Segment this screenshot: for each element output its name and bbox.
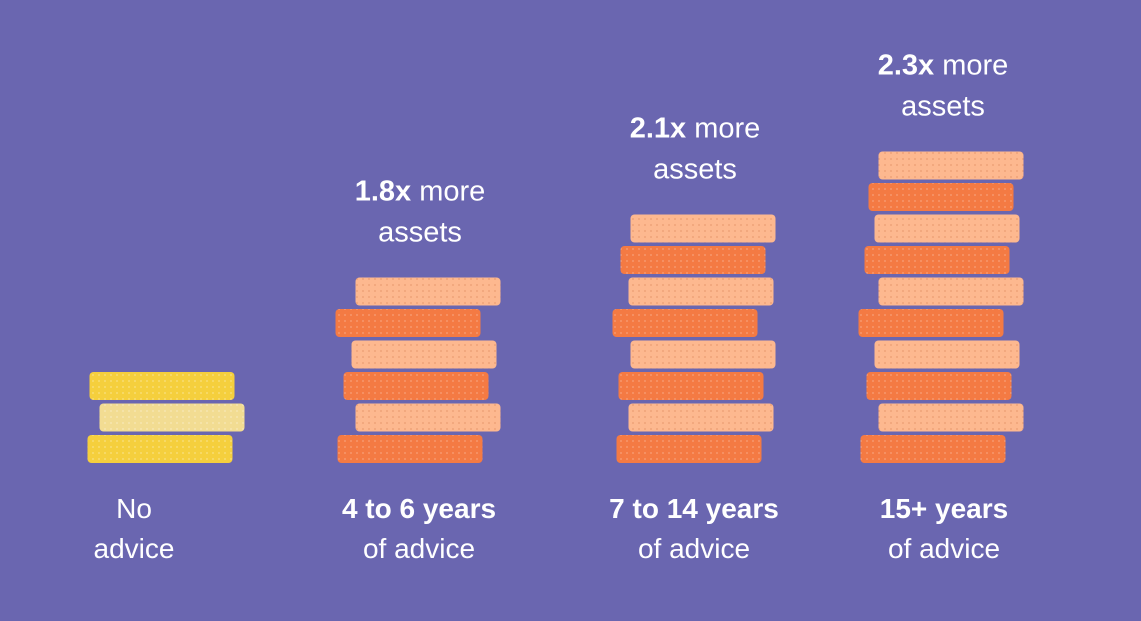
bar-stack-0: [87, 372, 245, 463]
coin-texture-2-7: [630, 214, 776, 243]
coin-texture-2-1: [628, 403, 774, 432]
coin-texture-2-6: [620, 246, 766, 274]
multiplier-more-1: more: [411, 176, 485, 208]
multiplier-label-1: 1.8x more: [355, 176, 486, 208]
bar-stack-2: [612, 214, 776, 463]
category-label-line2-2: of advice: [638, 533, 750, 564]
category-label-line2-1: of advice: [363, 533, 475, 564]
coin-texture-3-0: [860, 435, 1006, 463]
multiplier-more-3: more: [934, 50, 1008, 82]
coin-texture-3-8: [868, 183, 1014, 211]
category-label-line2-3: of advice: [888, 533, 1000, 564]
category-label-line1-0: No: [116, 493, 152, 524]
category-labels: No advice 4 to 6 years of advice 7 to 14 yea…: [94, 493, 1009, 564]
coin-texture-3-2: [866, 372, 1012, 400]
coin-texture-1-1: [355, 403, 501, 432]
coin-texture-2-2: [618, 372, 764, 400]
bar-stack-3: [858, 151, 1024, 463]
coin-texture-2-0: [616, 435, 762, 463]
coin-texture-3-3: [874, 340, 1020, 369]
coin-texture-1-4: [335, 309, 481, 337]
multiplier-annotations: 1.8x more assets 2.1x more assets 2.3x more a…: [355, 50, 1009, 249]
multiplier-label-3: 2.3x more: [878, 50, 1009, 82]
coin-texture-1-5: [355, 277, 501, 306]
multiplier-label-2: 2.1x more: [630, 113, 761, 145]
bar-stack-1: [335, 277, 501, 463]
coin-texture-1-3: [351, 340, 497, 369]
coin-texture-3-1: [878, 403, 1024, 432]
multiplier-value-3: 2.3x: [878, 50, 934, 82]
category-label-line1-3: 15+ years: [880, 493, 1008, 524]
multiplier-value-2: 2.1x: [630, 113, 686, 145]
coin-stacks: [87, 151, 1024, 463]
category-label-line1-2: 7 to 14 years: [609, 493, 779, 524]
coin-texture-0-0: [87, 435, 233, 463]
coin-texture-3-6: [864, 246, 1010, 274]
coin-texture-1-0: [337, 435, 483, 463]
category-label-line1-1: 4 to 6 years: [342, 493, 496, 524]
coin-texture-2-4: [612, 309, 758, 337]
multiplier-value-1: 1.8x: [355, 176, 411, 208]
coin-texture-2-3: [630, 340, 776, 369]
coin-texture-3-7: [874, 214, 1020, 243]
coin-texture-3-9: [878, 151, 1024, 180]
coin-texture-3-4: [858, 309, 1004, 337]
multiplier-more-2: more: [686, 113, 760, 145]
category-label-line2-0: advice: [94, 533, 175, 564]
coin-texture-3-5: [878, 277, 1024, 306]
multiplier-assets-1: assets: [378, 217, 462, 249]
multiplier-assets-3: assets: [901, 91, 985, 123]
multiplier-assets-2: assets: [653, 154, 737, 186]
coin-texture-0-1: [99, 403, 245, 432]
coin-texture-1-2: [343, 372, 489, 400]
coin-texture-2-5: [628, 277, 774, 306]
coin-texture-0-2: [89, 372, 235, 400]
